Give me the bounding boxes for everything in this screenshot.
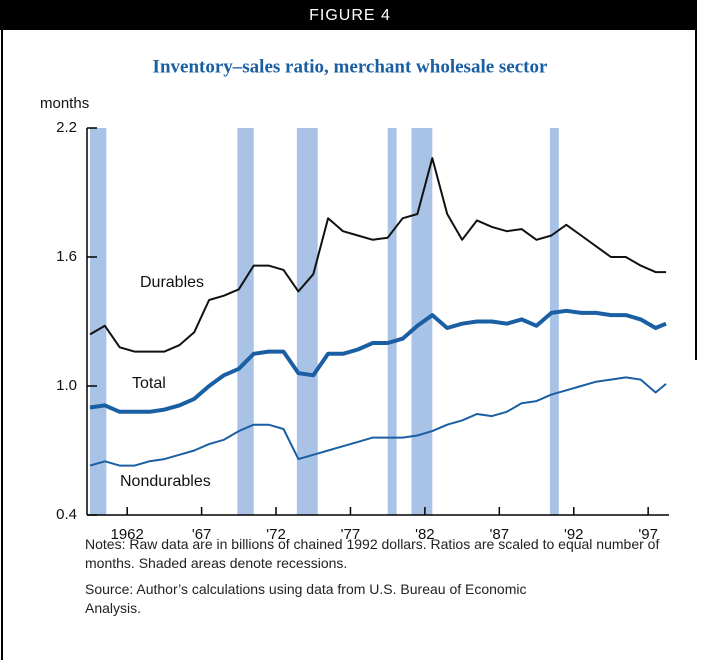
series-label: Durables [140, 274, 204, 291]
y-axis-label: months [40, 95, 89, 112]
y-tick-label: 1.0 [56, 377, 77, 394]
recession-band [549, 128, 559, 515]
series-label: Nondurables [120, 473, 211, 490]
x-tick-label: '92 [564, 526, 584, 543]
series-line [89, 376, 667, 467]
recession-band [237, 128, 254, 515]
header-bar [0, 0, 697, 30]
chart-title: Inventory–sales ratio, merchant wholesal… [153, 56, 548, 77]
x-tick-label: '77 [341, 526, 361, 543]
x-tick-label: '72 [266, 526, 286, 543]
recession-band [89, 128, 107, 515]
figure-label: FIGURE 4 [309, 7, 391, 24]
y-tick-label: 2.2 [56, 119, 77, 136]
x-tick-label: 1962 [111, 526, 144, 543]
series-line [89, 157, 666, 353]
series-line [89, 308, 667, 414]
series-label: Total [132, 375, 166, 392]
x-tick-label: '87 [490, 526, 510, 543]
y-tick-label: 1.6 [56, 248, 77, 265]
x-tick-label: '67 [192, 526, 212, 543]
y-tick-label: 0.4 [56, 506, 77, 523]
source: Source: Author’s calculations using data… [85, 581, 527, 616]
recession-band [296, 128, 318, 515]
notes: Notes: Raw data are in billions of chain… [85, 536, 660, 571]
x-tick-label: '97 [638, 526, 658, 543]
x-tick-label: '82 [415, 526, 435, 543]
recession-band [387, 128, 397, 515]
